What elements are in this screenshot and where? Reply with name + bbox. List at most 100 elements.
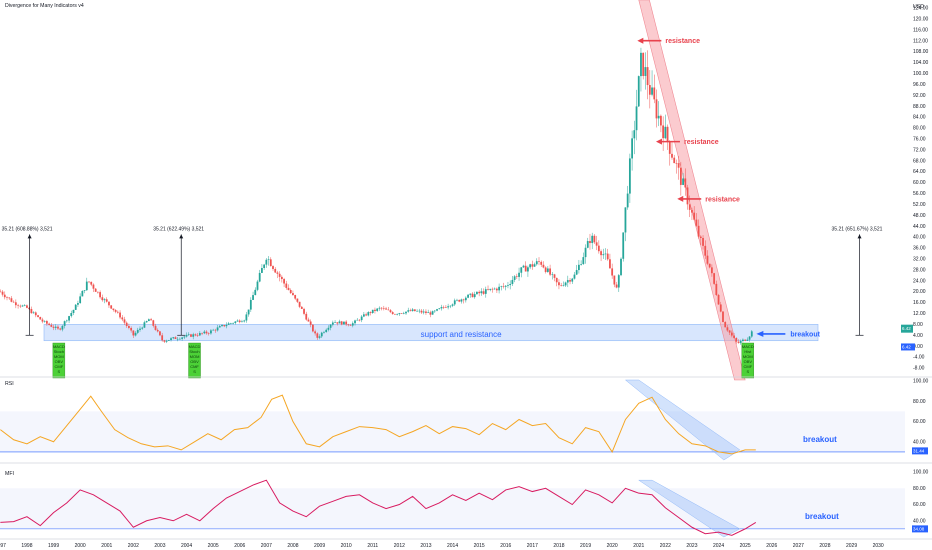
candle-body: [637, 76, 640, 107]
candle-body: [0, 291, 2, 293]
candle-body: [573, 274, 576, 279]
x-tick-label: 2029: [846, 543, 857, 549]
measure-label: 35.21 (651.67%) 3,521: [832, 226, 883, 232]
candle-body: [699, 236, 702, 238]
signal-label-text: Stoch: [54, 349, 64, 354]
candle-body: [566, 280, 569, 283]
candle-body: [61, 325, 64, 330]
candle-body: [232, 323, 234, 324]
prior-close-value: 6.42: [902, 344, 911, 349]
candle-body: [431, 311, 434, 315]
candle-body: [688, 204, 691, 210]
candle-body: [358, 319, 361, 321]
candle-body: [92, 284, 95, 289]
candle-body: [37, 315, 39, 317]
candle-body: [416, 310, 418, 312]
candle-body: [351, 323, 354, 326]
signal-label-text: CMF: [55, 364, 64, 369]
mfi-y-tick: 80.00: [913, 486, 926, 492]
x-tick-label: 2014: [447, 543, 458, 549]
signal-label-text: S: [746, 369, 749, 374]
candle-body: [447, 306, 450, 308]
candle-body: [234, 321, 237, 324]
candle-body: [558, 282, 560, 286]
candle-body: [96, 291, 99, 293]
candle-body: [298, 301, 301, 307]
candle-body: [205, 331, 208, 334]
x-tick-label: 2011: [367, 543, 378, 549]
candle-body: [369, 312, 372, 314]
signal-label-box: [188, 342, 201, 379]
candle-body: [132, 330, 135, 336]
candle-body: [635, 106, 638, 131]
signal-label-text: MOM: [190, 354, 200, 359]
signal-label-text: Stoch: [189, 349, 199, 354]
candle-body: [433, 310, 436, 312]
rsi-last-badge: [912, 447, 928, 455]
candle-body: [274, 268, 277, 273]
candle-body: [128, 326, 130, 328]
x-tick-label: 2024: [713, 543, 724, 549]
candle-body: [254, 289, 257, 296]
mfi-y-tick: 100.00: [913, 470, 929, 476]
candle-body: [622, 232, 625, 259]
candle-body: [651, 87, 653, 95]
candle-body: [261, 267, 263, 273]
candle-body: [578, 264, 580, 271]
resistance-channel: [638, 0, 746, 381]
candle-body: [531, 264, 534, 267]
candle-body: [396, 314, 399, 315]
price-y-tick: 104.00: [913, 60, 929, 66]
candle-body: [591, 235, 594, 244]
candle-body: [294, 295, 297, 299]
last-price-value: 6.42: [902, 326, 911, 331]
mfi-breakout-label: breakout: [805, 512, 839, 521]
candle-body: [121, 317, 124, 320]
candle-body: [50, 324, 53, 327]
candle-body: [323, 332, 325, 333]
candle-body: [642, 52, 645, 76]
candle-body: [192, 334, 195, 337]
x-tick-label: 2003: [154, 543, 165, 549]
candle-body: [544, 267, 547, 272]
price-y-tick: 60.00: [913, 180, 926, 186]
candle-body: [509, 283, 512, 286]
price-y-tick: 116.00: [913, 27, 928, 33]
candle-body: [418, 310, 421, 312]
price-y-tick: 8.00: [913, 322, 923, 328]
price-y-tick: 16.00: [913, 300, 926, 306]
x-tick-label: 1998: [21, 543, 32, 549]
x-tick-label: 2016: [500, 543, 511, 549]
candle-body: [653, 87, 656, 100]
candle-body: [183, 336, 186, 338]
candle-body: [697, 225, 700, 237]
candle-body: [276, 272, 279, 274]
candle-body: [181, 337, 184, 339]
candle-body: [196, 335, 199, 336]
candle-body: [730, 332, 733, 336]
candle-body: [527, 267, 529, 272]
candle-body: [105, 299, 108, 302]
candle-body: [41, 319, 44, 322]
x-tick-label: 2019: [580, 543, 591, 549]
candle-body: [112, 308, 115, 311]
candle-body: [620, 258, 622, 276]
candle-body: [23, 305, 26, 306]
candle-body: [52, 326, 55, 328]
candle-body: [376, 308, 379, 311]
x-tick-label: 2002: [128, 543, 139, 549]
candle-body: [227, 323, 230, 325]
candle-body: [179, 338, 181, 340]
rsi-y-tick: 100.00: [913, 379, 929, 385]
candle-body: [320, 332, 323, 337]
candle-body: [553, 274, 556, 278]
candle-body: [582, 257, 585, 265]
x-tick-label: 2021: [633, 543, 644, 549]
x-tick-label: 2012: [394, 543, 405, 549]
candle-body: [522, 265, 525, 268]
candle-body: [12, 301, 15, 303]
candle-body: [340, 321, 343, 325]
candle-body: [6, 297, 8, 298]
prior-close-badge: [901, 343, 915, 351]
candle-body: [569, 280, 571, 282]
